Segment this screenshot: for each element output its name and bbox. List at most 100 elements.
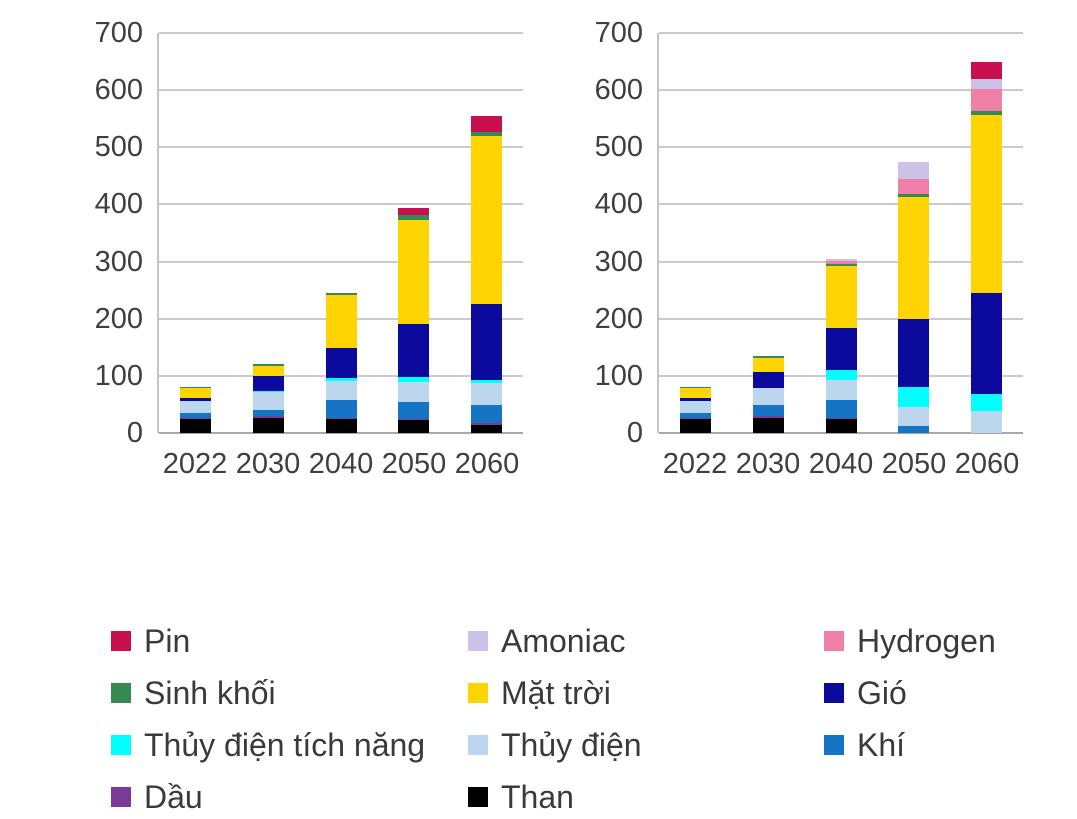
bar-segment-2060-9 xyxy=(971,79,1002,89)
bar-segment-2022-7 xyxy=(680,387,711,388)
bar-segment-2050-4 xyxy=(898,387,929,407)
bar-segment-2040-6 xyxy=(326,295,357,348)
bar-segment-2022-3 xyxy=(680,401,711,413)
y-tick-label: 0 xyxy=(626,417,643,449)
y-tick-label: 300 xyxy=(594,246,643,278)
bar-segment-2040-9 xyxy=(826,259,857,261)
bar-segment-2060-7 xyxy=(971,111,1002,115)
y-axis-line xyxy=(657,33,659,433)
legend-swatch-icon xyxy=(824,735,844,755)
legend-item-0: Pin xyxy=(111,623,468,660)
x-tick-label: 2030 xyxy=(235,448,301,480)
bar-segment-2060-7 xyxy=(471,132,502,136)
bar-segment-2050-2 xyxy=(898,426,929,433)
gridline xyxy=(659,89,1023,91)
bar-segment-2030-1 xyxy=(253,416,284,418)
y-axis-line xyxy=(157,33,159,433)
x-tick-label: 2022 xyxy=(662,448,728,480)
bar-segment-2040-8 xyxy=(826,261,857,264)
bar-segment-2040-0 xyxy=(326,419,357,433)
legend-item-1: Amoniac xyxy=(468,623,824,660)
bar-segment-2050-2 xyxy=(398,402,429,419)
legend-swatch-icon xyxy=(111,631,131,651)
bar-segment-2040-0 xyxy=(826,419,857,433)
bar-segment-2022-7 xyxy=(180,387,211,388)
bar-segment-2030-0 xyxy=(253,418,284,433)
x-tick-label: 2040 xyxy=(808,448,874,480)
x-axis-line xyxy=(159,432,523,434)
bar-segment-2060-6 xyxy=(971,115,1002,293)
gridline xyxy=(159,203,523,205)
bar-segment-2030-6 xyxy=(253,366,284,376)
bar-segment-2050-5 xyxy=(398,324,429,377)
bar-segment-2050-3 xyxy=(398,382,429,402)
y-tick-label: 600 xyxy=(594,74,643,106)
bar-segment-2050-6 xyxy=(398,220,429,324)
bar-segment-2050-9 xyxy=(898,162,929,179)
y-tick-label: 0 xyxy=(126,417,143,449)
y-tick-label: 100 xyxy=(594,360,643,392)
bar-segment-2022-6 xyxy=(680,388,711,398)
chart-left-plot: 0 100 200 300 400 500 600 700 2022 2030 2040 2050 20… xyxy=(95,17,523,480)
bar-segment-2050-6 xyxy=(898,197,929,319)
legend-label: Sinh khối xyxy=(144,674,276,711)
bar-segment-2030-5 xyxy=(253,376,284,391)
legend-item-8: Khí xyxy=(824,727,1051,764)
legend-label: Thủy điện xyxy=(501,726,642,763)
gridline xyxy=(659,32,1023,34)
bar-segment-2022-0 xyxy=(180,419,211,433)
bar-segment-2050-0 xyxy=(398,420,429,433)
bar-segment-2060-3 xyxy=(471,383,502,405)
legend-label: Pin xyxy=(144,622,191,659)
bar-segment-2030-5 xyxy=(753,372,784,388)
bar-segment-2040-7 xyxy=(826,264,857,266)
bar-segment-2050-10 xyxy=(398,208,429,215)
bar-segment-2022-2 xyxy=(180,413,211,418)
y-tick-label: 200 xyxy=(94,303,143,335)
bar-segment-2060-1 xyxy=(471,423,502,425)
bar-segment-2022-3 xyxy=(180,401,211,413)
legend-swatch-icon xyxy=(111,735,131,755)
legend-item-2: Hydrogen xyxy=(824,623,1051,660)
bar-segment-2022-1 xyxy=(180,418,211,419)
x-tick-label: 2060 xyxy=(454,448,520,480)
bar-segment-2050-8 xyxy=(898,179,929,194)
gridline xyxy=(159,32,523,34)
bar-segment-2040-2 xyxy=(826,400,857,418)
bar-segment-2030-7 xyxy=(253,364,284,366)
bar-segment-2040-1 xyxy=(326,418,357,419)
x-axis-line xyxy=(659,432,1023,434)
gridline xyxy=(159,146,523,148)
legend-swatch-icon xyxy=(468,683,488,703)
bar-segment-2022-1 xyxy=(680,418,711,419)
bar-segment-2060-10 xyxy=(971,62,1002,79)
legend-swatch-icon xyxy=(468,735,488,755)
legend-item-3: Sinh khối xyxy=(111,675,468,712)
bar-segment-2040-4 xyxy=(326,378,357,381)
bar-segment-2040-4 xyxy=(826,370,857,380)
legend-item-10: Than xyxy=(468,779,824,816)
y-tick-label: 500 xyxy=(594,131,643,163)
legend-item-9: Dầu xyxy=(111,779,468,816)
x-tick-label: 2022 xyxy=(162,448,228,480)
bar-segment-2030-2 xyxy=(753,405,784,416)
y-tick-label: 600 xyxy=(94,74,143,106)
gridline xyxy=(659,203,1023,205)
y-tick-label: 500 xyxy=(94,131,143,163)
bar-segment-2030-1 xyxy=(753,416,784,418)
x-tick-label: 2060 xyxy=(954,448,1020,480)
legend-item-5: Gió xyxy=(824,675,1051,712)
gridline xyxy=(159,89,523,91)
bar-segment-2060-4 xyxy=(471,380,502,383)
y-tick-label: 400 xyxy=(94,188,143,220)
x-tick-label: 2050 xyxy=(381,448,447,480)
bar-segment-2060-5 xyxy=(971,293,1002,394)
y-tick-label: 200 xyxy=(594,303,643,335)
legend-swatch-icon xyxy=(111,787,131,807)
bar-segment-2022-5 xyxy=(680,398,711,401)
bar-segment-2022-2 xyxy=(680,413,711,418)
gridline xyxy=(159,261,523,263)
bar-segment-2030-2 xyxy=(253,410,284,416)
legend-label: Thủy điện tích năng xyxy=(144,726,426,763)
